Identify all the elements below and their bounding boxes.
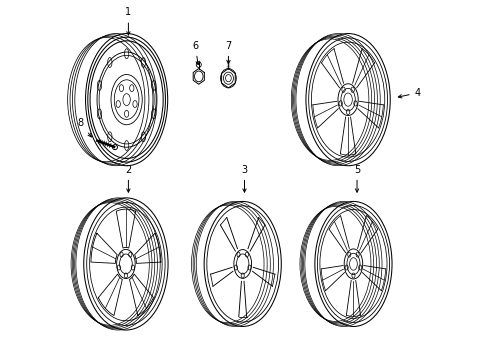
Text: 8: 8 [78, 118, 91, 137]
Text: 4: 4 [398, 88, 420, 98]
Text: 5: 5 [353, 165, 360, 192]
Text: 1: 1 [125, 8, 131, 35]
Text: 7: 7 [225, 41, 231, 64]
Text: 2: 2 [125, 165, 131, 192]
Text: 3: 3 [241, 165, 247, 192]
Text: 6: 6 [192, 41, 199, 65]
